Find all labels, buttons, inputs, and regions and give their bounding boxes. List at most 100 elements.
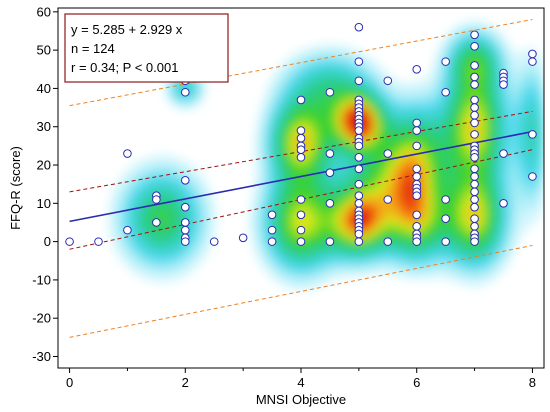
data-point xyxy=(325,87,335,97)
stats-box-frame xyxy=(64,13,229,83)
stats-r-p: r = 0.34; P < 0.001 xyxy=(71,60,178,75)
data-point xyxy=(470,164,479,174)
data-point xyxy=(470,110,479,120)
data-point xyxy=(267,237,277,246)
data-point xyxy=(470,118,479,128)
data-point xyxy=(383,149,393,158)
data-point xyxy=(441,57,450,66)
data-point xyxy=(180,225,190,235)
data-point xyxy=(470,80,479,89)
y-axis-label: FFQ-R (score) xyxy=(8,146,23,230)
data-point xyxy=(296,225,306,235)
y-tick-label: 40 xyxy=(37,81,51,96)
data-point xyxy=(499,80,508,89)
data-point xyxy=(470,179,479,189)
data-point xyxy=(296,133,306,143)
x-tick-label: 0 xyxy=(66,375,73,390)
data-point xyxy=(296,95,306,105)
y-tick-label: 0 xyxy=(44,234,51,249)
data-point xyxy=(65,237,74,246)
stats-equation: y = 5.285 + 2.929 x xyxy=(71,22,183,37)
data-point xyxy=(354,126,364,135)
data-point xyxy=(354,164,364,174)
data-point xyxy=(354,141,364,151)
data-point xyxy=(383,195,393,204)
data-point xyxy=(296,210,306,220)
data-point xyxy=(296,145,306,155)
data-point xyxy=(528,49,537,59)
y-tick-label: 30 xyxy=(37,119,51,134)
data-point xyxy=(412,126,422,135)
data-point xyxy=(180,218,190,227)
data-point xyxy=(354,191,364,200)
x-tick-label: 2 xyxy=(182,375,189,390)
data-point xyxy=(354,57,364,66)
x-axis-label: MNSI Objective xyxy=(256,392,346,407)
data-point xyxy=(180,202,190,212)
stats-n: n = 124 xyxy=(71,41,115,56)
data-point xyxy=(470,172,479,181)
data-point xyxy=(180,176,190,185)
data-point xyxy=(470,72,479,82)
prediction-band-lower xyxy=(69,244,533,338)
y-tick-label: 60 xyxy=(37,4,51,19)
data-point xyxy=(123,149,132,158)
data-point xyxy=(238,233,248,243)
data-point xyxy=(296,237,306,246)
data-point xyxy=(412,237,422,246)
data-point xyxy=(441,237,450,246)
data-point xyxy=(354,179,364,189)
prediction-band-upper xyxy=(69,18,533,107)
data-point xyxy=(412,191,422,200)
data-point xyxy=(412,210,422,220)
data-point xyxy=(499,199,508,208)
data-point xyxy=(383,76,393,86)
data-point xyxy=(412,164,422,174)
data-point xyxy=(441,195,450,204)
data-point xyxy=(354,229,364,239)
data-point xyxy=(470,195,479,204)
data-point xyxy=(152,218,161,227)
data-point xyxy=(470,95,479,105)
data-points xyxy=(65,22,537,246)
data-point xyxy=(325,237,335,246)
y-tick-label: -20 xyxy=(32,311,51,326)
data-point xyxy=(325,149,335,158)
data-point xyxy=(470,202,479,212)
data-point xyxy=(354,237,364,246)
data-point xyxy=(180,87,190,97)
data-point xyxy=(470,103,479,112)
data-point xyxy=(325,199,335,208)
data-point xyxy=(152,195,161,204)
data-point xyxy=(412,172,422,181)
data-point xyxy=(267,210,277,220)
data-point xyxy=(470,221,479,231)
data-point xyxy=(354,22,364,32)
y-tick-label: 50 xyxy=(37,43,51,58)
stats-box: y = 5.285 + 2.929 x n = 124 r = 0.34; P … xyxy=(64,13,229,83)
data-point xyxy=(470,187,479,197)
data-point xyxy=(296,153,306,162)
data-point xyxy=(470,153,479,162)
data-point xyxy=(383,237,393,246)
data-point xyxy=(499,149,508,158)
x-tick-label: 6 xyxy=(413,375,420,390)
data-point xyxy=(354,153,364,162)
data-point xyxy=(412,221,422,231)
data-point xyxy=(528,57,537,66)
y-tick-label: -30 xyxy=(32,349,51,364)
data-point xyxy=(470,237,479,246)
data-point xyxy=(528,130,537,139)
data-point xyxy=(528,172,537,181)
data-point xyxy=(209,237,219,246)
data-point xyxy=(354,199,364,208)
data-point xyxy=(470,214,479,223)
data-point xyxy=(412,118,422,128)
data-point xyxy=(354,76,364,86)
data-point xyxy=(180,237,190,246)
y-tick-label: -10 xyxy=(32,272,51,287)
data-point xyxy=(412,64,422,74)
data-point xyxy=(325,168,335,177)
data-point xyxy=(470,61,479,70)
